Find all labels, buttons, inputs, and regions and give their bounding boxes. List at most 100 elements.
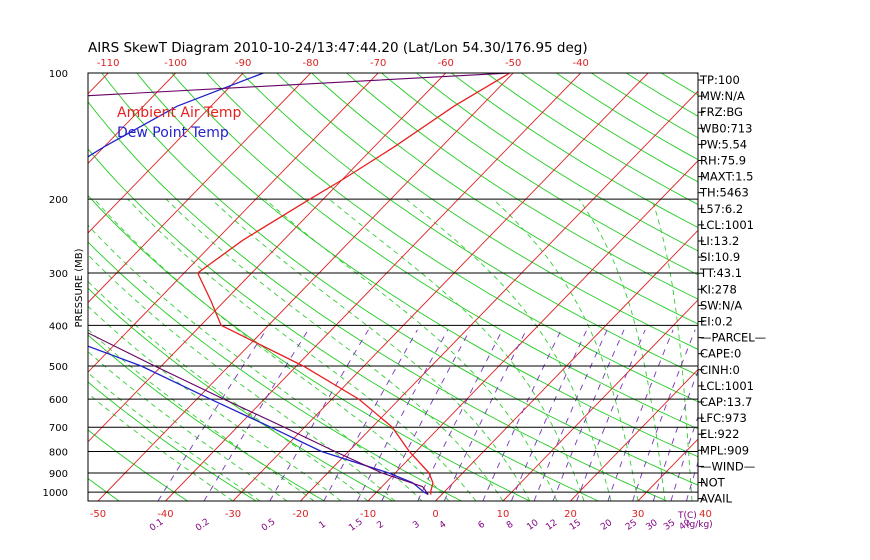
pressure-tick-label: 800 <box>49 448 68 459</box>
stability-index-item: LCL:1001 <box>700 379 754 393</box>
moist-adiabat-line <box>405 198 612 501</box>
mixing-ratio-label: 12 <box>544 518 559 533</box>
stability-index-item: TT:43.1 <box>699 266 742 280</box>
stability-index-item: AVAIL <box>700 492 733 506</box>
mixing-ratio-line <box>381 329 471 501</box>
mixing-ratio-line <box>576 329 646 501</box>
moist-adiabat-line <box>88 280 369 501</box>
dry-adiabat-line <box>88 429 189 501</box>
mixing-ratio-label: 6 <box>477 519 488 531</box>
moist-adiabat-line <box>93 198 450 501</box>
stability-index-item: TP:100 <box>699 73 740 87</box>
stability-index-item: EL:922 <box>700 427 740 441</box>
stability-index-item: MAXT:1.5 <box>700 170 753 184</box>
stability-index-item: LI:13.2 <box>700 234 739 248</box>
moist-adiabat-line <box>578 198 666 501</box>
bottom-temp-tick-label: 20 <box>564 509 577 520</box>
moist-adiabat-line <box>88 351 288 501</box>
mixing-ratio-label: 0.5 <box>260 517 277 533</box>
moist-adiabat-line <box>88 372 261 501</box>
isotherm-line <box>88 73 109 95</box>
moist-adiabat-line <box>88 328 315 501</box>
mixing-ratio-label: 0.2 <box>194 517 211 533</box>
stability-index-item: CINH:0 <box>700 363 740 377</box>
bottom-temp-tick-label: -30 <box>225 509 241 520</box>
bottom-temp-tick-label: 0 <box>432 509 438 520</box>
moist-adiabat-line <box>210 198 531 501</box>
bottom-temp-tick-label: -40 <box>157 509 173 520</box>
dry-adiabat-line <box>450 73 698 229</box>
bottom-temp-tick-label: -50 <box>90 509 106 520</box>
mixing-ratio-line <box>417 329 503 501</box>
isotherm-line <box>773 73 870 501</box>
chart-title: AIRS SkewT Diagram 2010-10-24/13:47:44.2… <box>88 40 588 56</box>
series-ambient-air-temp-line <box>196 73 511 495</box>
mixing-ratio-label: 25 <box>624 518 639 533</box>
mixing-ratio-line <box>482 329 562 501</box>
dry-adiabat-line <box>310 73 698 325</box>
dry-adiabat-line <box>660 73 698 96</box>
mixing-ratio-label: 35 <box>662 518 677 533</box>
mixing-ratio-label: 30 <box>645 518 660 533</box>
isotherm-line <box>97 73 514 501</box>
isotherm-line <box>88 73 311 304</box>
stability-index-item: NOT <box>700 476 726 490</box>
mixing-ratio-label: 8 <box>505 519 516 531</box>
series-parcel-line <box>88 73 510 495</box>
stability-index-item: —PARCEL— <box>700 331 766 345</box>
dry-adiabat-line <box>345 73 698 300</box>
moist-adiabat-line <box>328 198 585 501</box>
stability-index-item: EI:0.2 <box>700 315 733 329</box>
mixing-ratio-label: 15 <box>568 518 583 533</box>
dry-adiabat-line <box>818 64 870 502</box>
mixing-ratio-line <box>323 329 418 501</box>
dry-adiabat-line <box>88 194 531 501</box>
mixing-ratio-line <box>443 329 527 501</box>
stability-index-item: —WIND— <box>700 459 755 473</box>
stability-index-item: WB0:713 <box>700 121 752 135</box>
moist-adiabat-line <box>88 224 423 501</box>
stability-index-item: SI:10.9 <box>700 250 740 264</box>
stability-index-item: RH:75.9 <box>700 154 746 168</box>
mixing-ratio-line <box>552 329 625 501</box>
legend: Ambient Air Temp Dew Point Temp <box>117 105 242 141</box>
mixing-ratio-label: 3 <box>411 520 421 531</box>
dry-adiabat-line <box>171 73 698 430</box>
top-temp-tick-label: -110 <box>97 58 120 69</box>
stability-index-item: MW:N/A <box>700 89 745 103</box>
mixing-ratio-line <box>632 329 696 501</box>
top-temp-tick-label: -90 <box>235 58 251 69</box>
mixing-ratio-line <box>356 329 449 501</box>
moist-adiabat-line <box>127 198 477 501</box>
dry-adiabat-line <box>88 477 120 501</box>
bottom-temp-tick-label: 40 <box>699 509 712 520</box>
top-temp-tick-label: -40 <box>572 58 588 69</box>
mixing-ratio-line <box>607 329 674 501</box>
top-temp-tick-label: -100 <box>164 58 187 69</box>
stability-index-item: PW:5.54 <box>700 137 747 151</box>
bottom-temp-tick-label: -20 <box>292 509 308 520</box>
pressure-tick-label: 600 <box>49 395 68 406</box>
series-dew-point-temp-line <box>88 73 429 496</box>
dry-adiabat-line <box>380 73 698 276</box>
stability-index-item: LCL:1001 <box>700 218 754 232</box>
top-temp-tick-label: -50 <box>505 58 521 69</box>
x-axis-unit: T(C) <box>677 511 697 521</box>
isotherm-line <box>570 368 698 501</box>
stability-index-item: LFC:973 <box>700 411 747 425</box>
mixing-ratio-label: 1 <box>317 520 327 531</box>
mixing-ratio-line <box>203 329 309 501</box>
mixing-ratio-label: 2 <box>375 520 385 531</box>
pressure-tick-label: 100 <box>49 69 68 80</box>
bottom-temp-tick-label: 10 <box>497 509 510 520</box>
stability-index-item: TH:5463 <box>699 186 749 200</box>
moist-adiabat-line <box>88 254 396 501</box>
dry-adiabat-line <box>88 334 326 501</box>
stability-index-item: CAPE:0 <box>700 347 741 361</box>
isotherm-line <box>88 73 176 165</box>
mixing-ratio-label: 10 <box>525 518 540 533</box>
isotherm-line <box>88 73 446 443</box>
dry-adiabat-line <box>276 73 698 350</box>
y-axis-label: PRESSURE (MB) <box>74 248 85 327</box>
